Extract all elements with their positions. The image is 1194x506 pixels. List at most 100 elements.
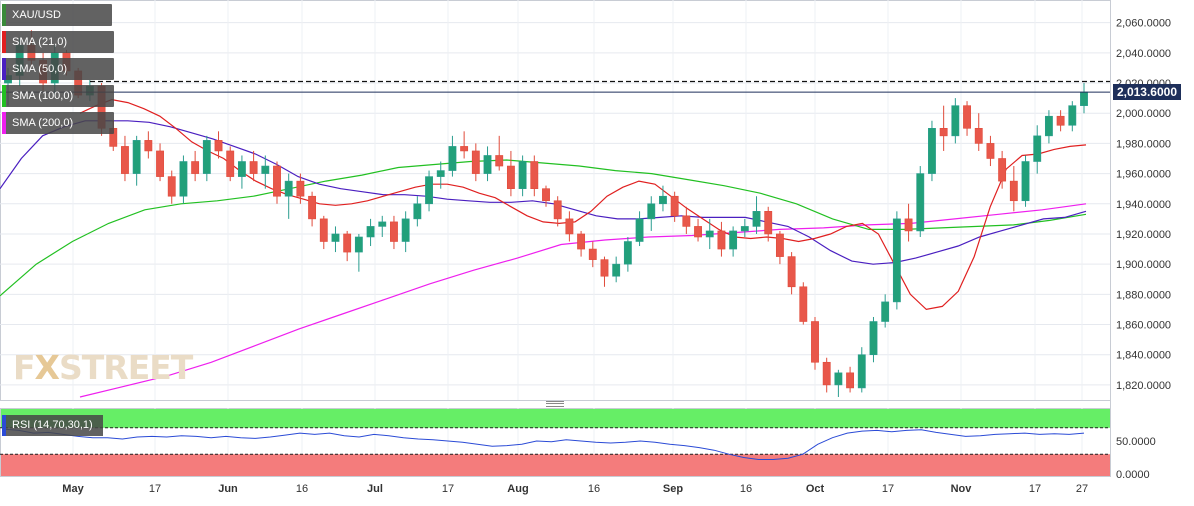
candle-body	[717, 230, 726, 250]
candle-body	[670, 195, 679, 217]
sma-21-label: SMA (21,0)	[12, 36, 68, 48]
candle-body	[226, 150, 235, 177]
sma-200-line	[79, 203, 1087, 398]
candle-body	[928, 128, 936, 174]
x-tick-label: Sep	[663, 483, 683, 495]
indicator-legend: XAU/USD SMA (21,0) SMA (50,0) SMA (100,0…	[2, 4, 114, 139]
rsi-series-line	[3, 428, 1085, 460]
candle-body	[1021, 161, 1030, 202]
legend-sma-21[interactable]: SMA (21,0)	[2, 31, 114, 53]
rsi-tick-label: 50.0000	[1116, 436, 1156, 448]
candle-body	[869, 321, 878, 356]
y-tick-label: 1,840.0000	[1116, 350, 1171, 362]
candle-body	[682, 215, 691, 227]
candle-body	[1044, 115, 1053, 137]
candle-body	[378, 221, 387, 227]
legend-symbol[interactable]: XAU/USD	[2, 4, 112, 26]
x-tick-label: 16	[296, 483, 308, 495]
x-tick-label: Nov	[951, 483, 973, 495]
candle-body	[565, 218, 574, 235]
candle-body	[530, 161, 539, 189]
sma-21-swatch	[2, 31, 6, 53]
legend-sma-50[interactable]: SMA (50,0)	[2, 58, 114, 80]
candle-body	[799, 286, 808, 322]
candle-body	[331, 233, 340, 242]
candle-body	[974, 128, 983, 144]
y-tick-label: 1,940.0000	[1116, 199, 1171, 211]
levels	[0, 80, 1110, 93]
candle-body	[963, 105, 971, 129]
candle-body	[998, 158, 1007, 182]
candle-body	[904, 218, 913, 232]
pane-splitter-handle[interactable]	[546, 401, 564, 407]
y-tick-label: 1,860.0000	[1116, 320, 1171, 332]
candle-body	[506, 165, 515, 189]
candle-body	[612, 263, 621, 277]
candle-body	[542, 188, 550, 202]
candle-body	[144, 140, 153, 152]
candle-body	[600, 259, 609, 277]
candle-body	[577, 233, 586, 250]
candle-body	[857, 354, 866, 389]
candle-body	[834, 372, 843, 386]
rsi-legend[interactable]: RSI (14,70,30,1)	[2, 415, 103, 436]
candle-body	[296, 180, 305, 197]
candle-body	[202, 140, 211, 174]
symbol-label: XAU/USD	[12, 9, 61, 21]
fxstreet-watermark: FXSTREET	[13, 348, 193, 387]
candle-body	[483, 155, 492, 174]
candle-body	[460, 146, 469, 152]
candle-body	[518, 161, 527, 189]
rsi-line	[3, 428, 1085, 460]
rsi-background	[0, 409, 1110, 476]
x-tick-label: 17	[442, 483, 454, 495]
candle-body	[121, 146, 129, 174]
candle-body	[892, 218, 901, 303]
candle-body	[132, 140, 141, 174]
candle-body	[284, 180, 293, 197]
candle-body	[413, 203, 422, 220]
candle-body	[588, 248, 597, 260]
candle-body	[308, 195, 317, 220]
candle-body	[553, 200, 562, 220]
watermark-part: F	[13, 348, 36, 387]
y-tick-label: 2,060.0000	[1116, 18, 1171, 30]
candle-body	[775, 233, 784, 257]
y-tick-label: 1,960.0000	[1116, 169, 1171, 181]
candle-body	[916, 173, 925, 232]
candle-body	[191, 161, 200, 174]
watermark-part: STREET	[59, 348, 193, 387]
candle-body	[647, 203, 656, 220]
candle-body	[752, 211, 761, 227]
candle-body	[764, 211, 773, 235]
rsi-swatch	[2, 415, 6, 436]
candle-body	[319, 218, 328, 242]
candle-body	[343, 233, 352, 253]
symbol-swatch	[2, 4, 6, 26]
x-tick-label: Jul	[367, 483, 383, 495]
candle-body	[273, 165, 281, 197]
candle-body	[1033, 135, 1042, 162]
candle-body	[167, 176, 176, 197]
candle-body	[436, 170, 445, 177]
candle-body	[881, 301, 890, 322]
rsi-oversold-zone	[1, 454, 1110, 476]
legend-sma-200[interactable]: SMA (200,0)	[2, 112, 114, 134]
sma-100-swatch	[2, 85, 6, 107]
candle-body	[495, 155, 504, 167]
sma-50-line	[0, 120, 1087, 265]
rsi-overbought-zone	[1, 409, 1110, 428]
candle-body	[425, 176, 433, 205]
candle-body	[156, 150, 164, 177]
candle-body	[694, 226, 702, 238]
candle-body	[635, 218, 644, 242]
x-tick-label: 17	[1029, 483, 1041, 495]
x-tick-label: 27	[1076, 483, 1088, 495]
candle-body	[214, 140, 223, 152]
candle-body	[261, 165, 270, 174]
legend-sma-100[interactable]: SMA (100,0)	[2, 85, 114, 107]
candle-body	[1009, 180, 1018, 202]
x-tick-label: 17	[882, 483, 894, 495]
y-tick-label: 1,880.0000	[1116, 289, 1171, 301]
x-tick-label: May	[62, 483, 84, 495]
